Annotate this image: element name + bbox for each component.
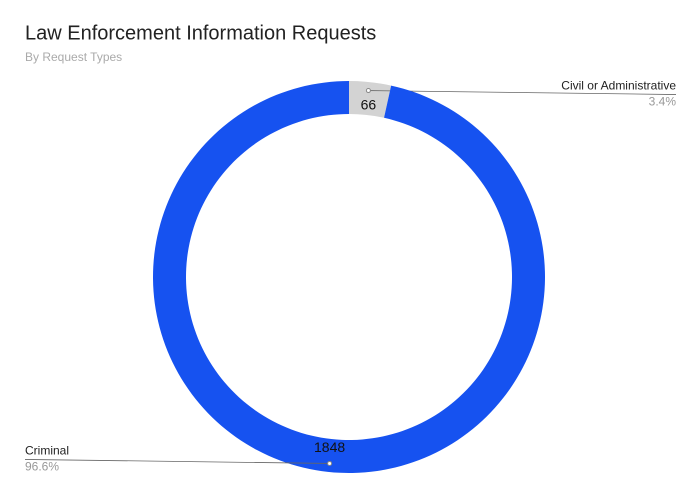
percent-label: 96.6% (25, 460, 59, 474)
legend-label: Criminal (25, 444, 69, 458)
legend-label: Civil or Administrative (561, 79, 676, 93)
percent-label: 3.4% (649, 95, 677, 109)
donut-slice (152, 81, 545, 473)
data-label: 66 (361, 96, 377, 112)
leader-dot (365, 88, 371, 94)
leader-line (368, 90, 677, 95)
chart-subtitle: By Request Types (25, 50, 122, 64)
donut-slice (349, 81, 392, 118)
data-label: 1848 (314, 439, 345, 455)
leader-line (24, 459, 330, 464)
chart-title: Law Enforcement Information Requests (25, 22, 376, 44)
leader-dot (327, 460, 333, 466)
